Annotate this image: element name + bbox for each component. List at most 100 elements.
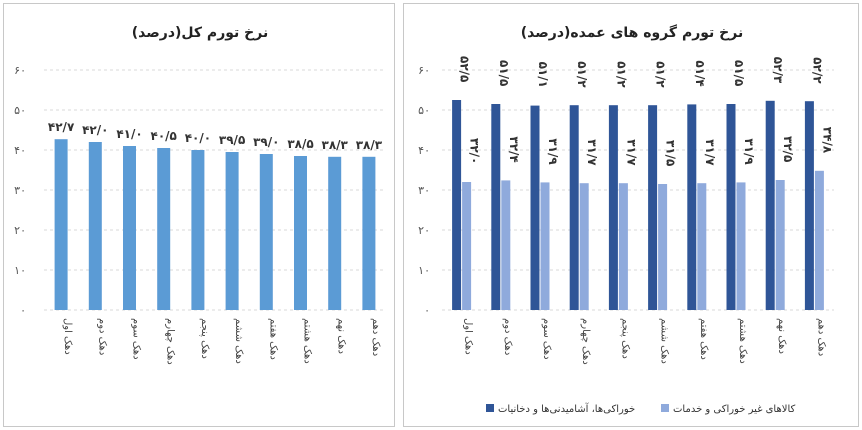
data-label: ۵۱/۴ — [693, 60, 707, 86]
group-inflation-chart-panel: نرخ تورم گروه های عمده(درصد) ۰ ۱۰ ۲۰ ۳۰ ۴۰ ۵۰ ۶… — [403, 3, 859, 427]
x-tick-label: دهک ششم — [233, 318, 244, 364]
y-tick-label: ۶۰ — [418, 64, 430, 77]
data-label: ۴۰/۵ — [151, 129, 177, 143]
bar — [648, 105, 658, 310]
y-tick-label: ۱۰ — [14, 264, 26, 277]
chart-title: نرخ تورم گروه های عمده(درصد) — [521, 24, 743, 41]
x-tick-label: دهک چهارم — [580, 318, 591, 365]
data-label: ۳۱/۹ — [546, 138, 560, 165]
bar — [540, 182, 550, 310]
data-label: ۴۲/۰ — [82, 123, 108, 137]
bar — [54, 139, 68, 310]
chart-title: نرخ تورم کل(درصد) — [132, 25, 268, 41]
legend-swatch — [486, 404, 494, 412]
data-label: ۳۸/۳ — [322, 138, 349, 152]
bar — [294, 156, 307, 310]
x-tick-label: دهک ششم — [659, 318, 670, 364]
y-tick-label: ۳۰ — [418, 184, 430, 197]
data-label: ۳۴/۸ — [820, 127, 834, 154]
bar — [579, 183, 589, 310]
y-tick-label: ۶۰ — [14, 64, 26, 77]
y-tick-label: ۴۰ — [418, 144, 430, 157]
data-label: ۳۱/۷ — [585, 139, 599, 166]
total-inflation-chart-panel: نرخ تورم کل(درصد) ۰ ۱۰ ۲۰ ۳۰ ۴۰ ۵۰ ۶۰ ۴۲/۷ دهک او… — [3, 3, 395, 427]
y-tick-label: ۳۰ — [14, 184, 26, 197]
total-inflation-chart: نرخ تورم کل(درصد) ۰ ۱۰ ۲۰ ۳۰ ۴۰ ۵۰ ۶۰ ۴۲/۷ دهک او… — [14, 25, 386, 365]
bar — [452, 100, 462, 310]
x-tick-label: دهک اول — [62, 318, 73, 355]
x-tick-label: دهک هشتم — [302, 318, 313, 364]
y-tick-label: ۰ — [20, 304, 26, 317]
x-tick-label: دهک سوم — [541, 318, 552, 360]
bar — [157, 148, 171, 310]
data-label: ۴۲/۷ — [48, 120, 75, 134]
y-tick-label: ۲۰ — [418, 224, 430, 237]
data-label: ۳۸/۳ — [356, 138, 383, 152]
data-label: ۵۱/۵ — [732, 60, 746, 86]
data-label: ۵۱/۲ — [654, 61, 668, 88]
x-tick-label: دهک هفتم — [267, 318, 278, 360]
bar — [736, 182, 746, 310]
bar — [775, 180, 785, 310]
group-inflation-chart: نرخ تورم گروه های عمده(درصد) ۰ ۱۰ ۲۰ ۳۰ ۴۰ ۵۰ ۶… — [418, 24, 834, 415]
y-tick-label: ۵۰ — [14, 104, 26, 117]
data-label: ۳۱/۵ — [664, 140, 678, 166]
bar — [765, 100, 775, 310]
data-label: ۵۲/۲ — [810, 57, 824, 84]
legend-entry: خوراکی‌ها، آشامیدنی‌ها و دخانیات — [498, 402, 635, 415]
y-tick-label: ۴۰ — [14, 144, 26, 157]
bar — [726, 104, 736, 310]
bar — [328, 156, 342, 310]
x-tick-label: دهک نهم — [776, 318, 787, 354]
data-label: ۴۰/۰ — [185, 131, 211, 145]
x-tick-label: دهک هشتم — [737, 318, 748, 364]
data-label: ۳۸/۵ — [287, 137, 313, 151]
data-label: ۵۲/۳ — [771, 57, 785, 84]
data-label: ۵۱/۱ — [536, 62, 550, 88]
data-label: ۳۱/۷ — [703, 139, 717, 166]
bar — [618, 183, 628, 310]
data-label: ۳۱/۷ — [624, 139, 638, 166]
data-label: ۳۱/۹ — [742, 138, 756, 165]
data-label: ۵۱/۲ — [575, 61, 589, 88]
bar — [697, 183, 707, 310]
x-tick-label: دهک دوم — [502, 318, 513, 355]
data-label: ۳۲/۰ — [468, 138, 482, 164]
data-label: ۴۱/۰ — [116, 127, 142, 141]
y-tick-label: ۱۰ — [418, 264, 430, 277]
bar — [530, 105, 540, 310]
x-tick-label: دهک پنجم — [619, 318, 630, 359]
data-label: ۳۲/۵ — [781, 136, 795, 162]
x-tick-label: دهک دهم — [370, 318, 381, 356]
data-label: ۵۲/۵ — [458, 56, 472, 82]
bar — [569, 105, 579, 310]
bar — [259, 154, 273, 310]
x-tick-label: دهک اول — [463, 318, 474, 355]
legend-swatch — [661, 404, 669, 412]
data-label: ۳۹/۰ — [253, 135, 279, 149]
y-tick-label: ۲۰ — [14, 224, 26, 237]
x-tick-label: دهک چهارم — [165, 318, 176, 365]
bar — [491, 104, 501, 310]
y-tick-label: ۰ — [424, 304, 430, 317]
x-tick-label: دهک هفتم — [698, 318, 709, 360]
bar — [462, 182, 472, 310]
legend-entry: کالاهای غیر خوراکی و خدمات — [673, 404, 796, 415]
x-tick-label: دهک دهم — [815, 318, 826, 356]
bar — [608, 105, 618, 310]
data-label: ۳۹/۵ — [219, 133, 245, 147]
x-tick-label: دهک پنجم — [199, 318, 210, 359]
bar — [814, 170, 824, 310]
bar — [501, 180, 511, 310]
y-tick-label: ۵۰ — [418, 104, 430, 117]
x-tick-label: دهک دوم — [96, 318, 107, 355]
bar — [658, 184, 668, 310]
bar — [123, 146, 136, 310]
x-tick-label: دهک نهم — [336, 318, 347, 354]
data-label: ۵۱/۵ — [497, 60, 511, 86]
bar — [88, 142, 102, 310]
x-tick-label: دهک سوم — [131, 318, 142, 360]
bar — [191, 150, 205, 310]
data-label: ۵۱/۲ — [614, 61, 628, 88]
bar — [687, 104, 697, 311]
